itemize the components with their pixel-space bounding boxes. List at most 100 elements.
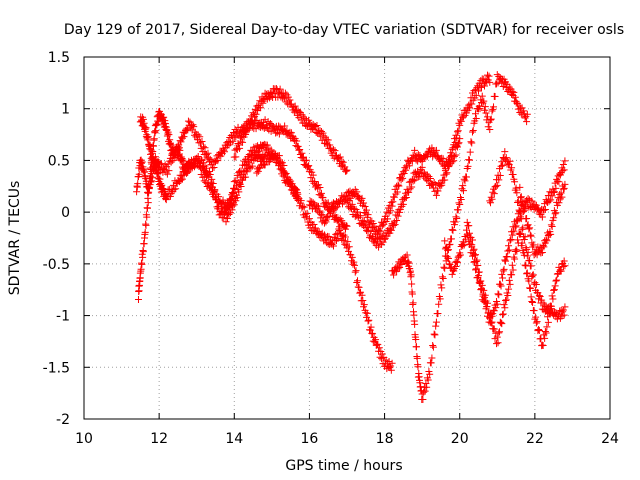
data-point [487, 199, 495, 207]
data-point [364, 317, 372, 325]
data-point [480, 97, 488, 105]
data-point [472, 91, 480, 99]
y-tick-label: 0 [61, 205, 70, 221]
data-point [506, 280, 514, 288]
data-point [172, 185, 180, 193]
data-point [520, 208, 528, 216]
data-point [484, 113, 492, 121]
data-point [449, 266, 457, 274]
data-point [266, 89, 274, 97]
data-point [432, 318, 440, 326]
data-point [424, 376, 432, 384]
data-point [451, 139, 459, 147]
data-point [337, 162, 345, 170]
data-point [369, 330, 377, 338]
data-point [502, 257, 510, 265]
data-point [395, 182, 403, 190]
data-point [336, 153, 344, 161]
data-point [492, 182, 500, 190]
data-point [523, 215, 531, 222]
data-point [351, 212, 359, 220]
data-point [543, 237, 551, 245]
data-point [321, 198, 329, 206]
data-point [473, 256, 481, 264]
data-point [521, 114, 529, 122]
y-tick-label: 0.5 [48, 153, 70, 169]
data-point [296, 145, 304, 153]
data-point [521, 233, 529, 241]
data-point [405, 162, 413, 170]
data-point [505, 285, 513, 293]
data-point [536, 292, 544, 300]
data-point [418, 163, 426, 171]
data-point [485, 309, 493, 317]
data-point [266, 120, 274, 128]
data-point [253, 151, 261, 159]
data-point [196, 139, 204, 147]
data-point [322, 218, 330, 226]
data-point [293, 193, 301, 201]
data-point [456, 201, 464, 209]
data-point [560, 166, 568, 174]
data-point [431, 331, 439, 339]
data-point [423, 171, 431, 179]
data-point [363, 206, 371, 214]
data-point [148, 147, 156, 155]
data-point [157, 160, 165, 168]
data-point [408, 183, 416, 191]
data-point [431, 148, 439, 156]
data-point [545, 197, 553, 205]
data-point [374, 235, 382, 243]
data-point [529, 298, 537, 306]
data-point [511, 93, 519, 101]
data-point [396, 208, 404, 216]
data-point [456, 251, 464, 259]
data-point [374, 341, 382, 349]
data-point [303, 209, 311, 217]
data-point [450, 152, 458, 160]
data-point [411, 320, 419, 328]
data-point [494, 339, 502, 347]
data-point [493, 181, 501, 189]
data-point [272, 84, 280, 92]
data-point [387, 366, 395, 374]
data-point [258, 161, 266, 169]
data-point [523, 252, 531, 260]
data-point [547, 305, 555, 313]
data-point [382, 356, 390, 364]
data-point [242, 166, 250, 174]
data-point [541, 301, 549, 309]
data-point [351, 268, 359, 276]
data-point [259, 99, 267, 107]
data-point [335, 225, 343, 233]
y-tick-label: 1 [61, 102, 70, 118]
data-point [343, 222, 351, 230]
data-point [379, 219, 387, 227]
data-point [469, 246, 477, 254]
data-point [501, 148, 509, 156]
data-point [387, 198, 395, 206]
data-point [439, 274, 447, 282]
data-point [511, 255, 519, 263]
data-point [305, 215, 313, 223]
data-point [541, 206, 549, 214]
data-point [229, 202, 237, 210]
data-point [268, 121, 276, 129]
data-point [309, 199, 317, 207]
data-point [485, 72, 493, 80]
data-point [322, 140, 330, 148]
data-point [406, 185, 414, 193]
data-point [237, 138, 245, 146]
y-tick-label: -1.5 [43, 360, 70, 376]
data-point [153, 121, 161, 129]
data-point [505, 276, 513, 284]
data-point [524, 195, 532, 203]
data-point [263, 141, 271, 149]
data-point [229, 137, 237, 145]
data-point [313, 121, 321, 129]
data-point [556, 266, 564, 274]
data-point [388, 202, 396, 210]
data-point [451, 218, 459, 226]
data-point [528, 273, 536, 281]
data-point [499, 311, 507, 319]
